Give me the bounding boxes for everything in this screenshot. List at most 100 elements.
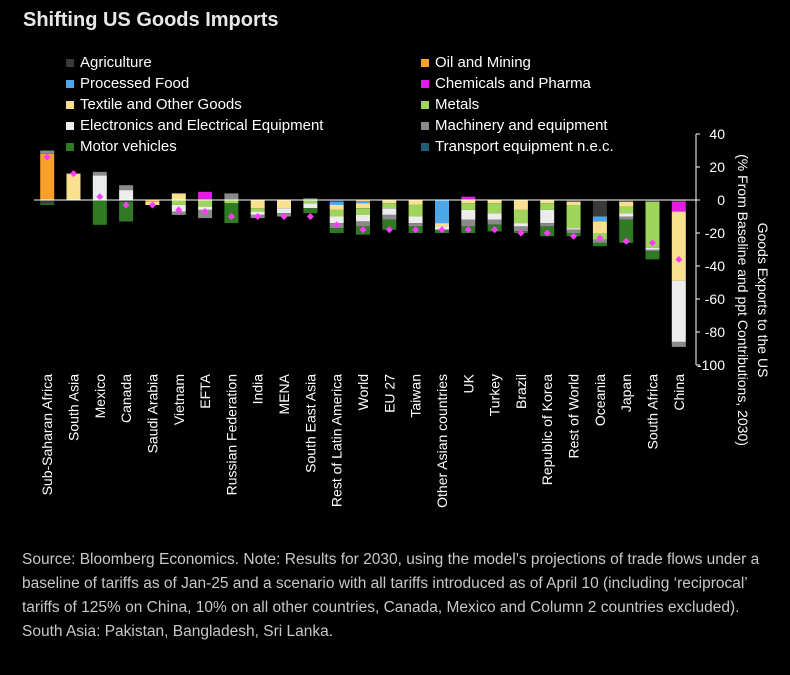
bar-rest-of-latin-america-processed-food bbox=[329, 201, 344, 205]
bar-turkey-electronics-and-electrical-equipment bbox=[487, 213, 502, 220]
legend-label: Transport equipment n.e.c. bbox=[435, 138, 614, 155]
total-marker-oceania bbox=[596, 234, 604, 242]
total-marker-south-east-asia bbox=[306, 213, 314, 220]
bar-rest-of-latin-america-agriculture bbox=[329, 200, 344, 202]
legend-label: Chemicals and Pharma bbox=[435, 75, 591, 92]
bar-south-east-asia-metals bbox=[303, 200, 318, 204]
bar-south-africa-agriculture bbox=[645, 200, 660, 202]
legend-swatch bbox=[66, 79, 74, 88]
total-marker-turkey bbox=[491, 226, 499, 234]
category-label-south-asia: South Asia bbox=[66, 374, 82, 441]
category-label-taiwan: Taiwan bbox=[408, 374, 424, 418]
legend-item-agriculture: Agriculture bbox=[66, 54, 152, 71]
legend-swatch bbox=[421, 121, 429, 130]
y-tick-label: -60 bbox=[705, 291, 725, 307]
bar-uk-metals bbox=[461, 203, 476, 210]
bar-eu-27-electronics-and-electrical-equipment bbox=[382, 208, 397, 215]
category-label-south-east-asia: South East Asia bbox=[302, 374, 318, 473]
chart-title: Shifting US Goods Imports bbox=[23, 9, 279, 31]
bar-oceania-motor-vehicles bbox=[592, 242, 607, 247]
total-marker-canada bbox=[122, 201, 130, 209]
legend-swatch bbox=[421, 142, 429, 151]
legend-swatch bbox=[66, 121, 74, 130]
bar-republic-of-korea-metals bbox=[540, 203, 555, 210]
total-marker-japan bbox=[622, 237, 630, 245]
category-label-mena: MENA bbox=[276, 373, 292, 414]
category-label-turkey: Turkey bbox=[487, 374, 503, 416]
bar-rest-of-latin-america-motor-vehicles bbox=[329, 228, 344, 233]
legend-label: Electronics and Electrical Equipment bbox=[80, 117, 324, 134]
category-label-oceania: Oceania bbox=[592, 374, 608, 426]
bar-rest-of-world-metals bbox=[566, 204, 581, 228]
legend-swatch bbox=[66, 100, 74, 109]
bar-world-processed-food bbox=[356, 201, 370, 204]
bar-japan-motor-vehicles bbox=[619, 219, 634, 243]
total-marker-vietnam bbox=[175, 206, 183, 214]
bar-oceania-textile-and-other-goods bbox=[592, 221, 607, 233]
total-marker-republic-of-korea bbox=[543, 229, 551, 237]
legend-label: Machinery and equipment bbox=[435, 117, 608, 134]
total-marker-eu-27 bbox=[385, 226, 393, 234]
total-marker-mexico bbox=[96, 193, 104, 201]
bar-rest-of-world-machinery-and-equipment bbox=[566, 229, 581, 233]
y-tick-label: -80 bbox=[705, 324, 725, 340]
bar-south-africa-electronics-and-electrical-equipment bbox=[645, 247, 660, 250]
category-label-vietnam: Vietnam bbox=[171, 374, 187, 425]
category-label-india: India bbox=[250, 374, 266, 405]
bar-rest-of-world-agriculture bbox=[566, 200, 581, 202]
category-label-saudi-arabia: Saudi Arabia bbox=[144, 374, 160, 454]
bar-saudi-arabia-oil-and-mining bbox=[145, 200, 160, 202]
bar-india-textile-and-other-goods bbox=[250, 200, 265, 209]
legend-item-electronics-and-electrical-equipment: Electronics and Electrical Equipment bbox=[66, 117, 323, 134]
y-tick-label: 40 bbox=[709, 126, 725, 142]
legend-item-transport-equipment-n-e-c: Transport equipment n.e.c. bbox=[421, 138, 614, 155]
y-tick-label: -40 bbox=[705, 258, 725, 274]
bar-vietnam-textile-and-other-goods bbox=[171, 193, 186, 200]
bar-canada-agriculture bbox=[119, 200, 134, 202]
bar-republic-of-korea-electronics-and-electrical-equipment bbox=[540, 209, 555, 224]
bar-world-oil-and-mining bbox=[356, 200, 370, 202]
y-axis-title: Goods Exports to the US(% From Baseline … bbox=[735, 154, 771, 446]
total-marker-south-asia bbox=[69, 170, 77, 178]
bar-turkey-metals bbox=[487, 203, 502, 214]
legend-item-metals: Metals bbox=[421, 96, 479, 113]
total-marker-uk bbox=[464, 226, 472, 234]
bar-canada-electronics-and-electrical-equipment bbox=[119, 190, 134, 200]
bar-eu-27-machinery-and-equipment bbox=[382, 214, 397, 220]
bar-south-east-asia-motor-vehicles bbox=[303, 208, 318, 214]
bar-brazil-textile-and-other-goods bbox=[513, 200, 528, 210]
bar-sub-saharan-africa-machinery-and-equipment bbox=[40, 150, 55, 154]
total-marker-rest-of-latin-america bbox=[333, 221, 341, 229]
bar-world-machinery-and-equipment bbox=[356, 221, 370, 227]
bar-eu-27-metals bbox=[382, 203, 397, 209]
bar-other-asian-countries-textile-and-other-goods bbox=[435, 223, 449, 227]
bar-south-africa-machinery-and-equipment bbox=[645, 249, 660, 252]
category-label-mexico: Mexico bbox=[92, 374, 108, 419]
legend-item-motor-vehicles: Motor vehicles bbox=[66, 138, 177, 155]
category-label-south-africa: South Africa bbox=[645, 374, 661, 450]
bar-south-africa-motor-vehicles bbox=[645, 251, 660, 260]
total-marker-china bbox=[675, 255, 683, 263]
total-marker-mena bbox=[280, 213, 288, 220]
legend-item-oil-and-mining: Oil and Mining bbox=[421, 54, 531, 71]
bar-china-chemicals-and-pharma bbox=[671, 201, 686, 212]
bar-mena-textile-and-other-goods bbox=[277, 200, 291, 209]
bar-japan-electronics-and-electrical-equipment bbox=[619, 213, 634, 217]
bar-south-east-asia-machinery-and-equipment bbox=[303, 198, 318, 200]
bar-republic-of-korea-textile-and-other-goods bbox=[540, 200, 555, 204]
category-label-russian-federation: Russian Federation bbox=[223, 374, 239, 495]
bar-rest-of-world-electronics-and-electrical-equipment bbox=[566, 228, 581, 230]
bar-oceania-agriculture bbox=[592, 200, 607, 217]
category-label-other-asian-countries: Other Asian countries bbox=[434, 374, 450, 508]
bar-sub-saharan-africa-oil-and-mining bbox=[40, 153, 55, 200]
category-label-rest-of-latin-america: Rest of Latin America bbox=[329, 374, 345, 507]
category-label-brazil: Brazil bbox=[513, 374, 529, 409]
legend-item-chemicals-and-pharma: Chemicals and Pharma bbox=[421, 75, 591, 92]
category-label-uk: UK bbox=[460, 373, 476, 393]
bar-china-machinery-and-equipment bbox=[671, 341, 686, 347]
total-marker-rest-of-world bbox=[570, 232, 578, 240]
category-label-sub-saharan-africa: Sub-Saharan Africa bbox=[39, 374, 55, 496]
bar-mena-electronics-and-electrical-equipment bbox=[277, 208, 291, 214]
category-label-eu-27: EU 27 bbox=[381, 374, 397, 413]
bar-uk-chemicals-and-pharma bbox=[461, 196, 476, 200]
